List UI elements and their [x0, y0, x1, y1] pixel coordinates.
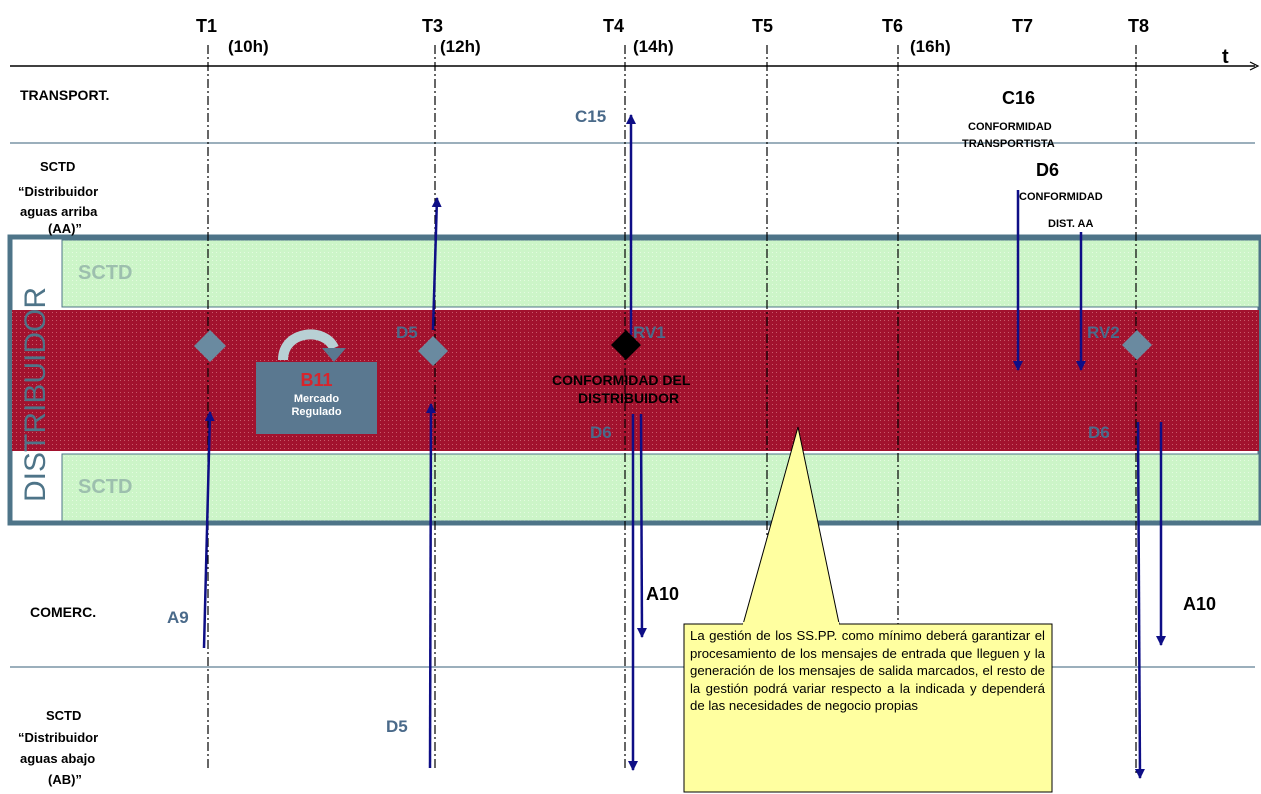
arrow-a10-left: [636, 413, 647, 638]
a10-right-label: A10: [1183, 594, 1216, 614]
callout-seam: [743, 622, 839, 626]
process-box-code: B11: [300, 370, 333, 390]
sctd-bottom-label: SCTD: [78, 476, 132, 498]
event-diamond-rv1: [611, 330, 641, 360]
c16-caption-line2: TRANSPORTISTA: [962, 138, 1055, 150]
event-diamond-rv2: [1122, 330, 1152, 360]
a10-left-label: A10: [646, 584, 679, 604]
marker-t5-label: T5: [752, 16, 773, 36]
sctd-top-label: SCTD: [78, 262, 132, 284]
arrow-d5-bottom: [425, 403, 436, 769]
rv1-label: RV1: [633, 323, 666, 342]
upstream-lane-line2: “Distribuidor: [18, 184, 98, 199]
arrow-a9: [202, 411, 215, 649]
time-axis-arrowhead: [1249, 61, 1260, 71]
downstream-lane-line2: “Distribuidor: [18, 730, 98, 745]
marker-t1-label: T1: [196, 16, 217, 36]
d6-right-label: D6: [1088, 423, 1110, 442]
process-box-subtitle-line2: Regulado: [291, 406, 342, 418]
d6-top-caption-line2: DIST. AA: [1048, 218, 1093, 230]
marker-t4-hour: (14h): [633, 37, 674, 56]
marker-t6-label: T6: [882, 16, 903, 36]
rv2-label: RV2: [1087, 323, 1120, 342]
downstream-lane-line4: (AB)”: [48, 772, 82, 787]
downstream-lane-line1: SCTD: [46, 708, 81, 723]
callout-note: La gestión de los SS.PP. como mínimo deb…: [690, 628, 1045, 713]
marker-t3-label: T3: [422, 16, 443, 36]
arrow-d6-right: [1134, 421, 1145, 779]
sctd-band-bottom: [61, 453, 1260, 522]
c15-label: C15: [575, 107, 606, 126]
upstream-lane-line4: (AA)”: [48, 221, 82, 236]
process-box-subtitle: Mercado Regulado: [256, 393, 377, 419]
marker-t7-label: T7: [1012, 16, 1033, 36]
conformidad-distribuidor-line2: DISTRIBUIDOR: [578, 390, 679, 406]
marker-t4-label: T4: [603, 16, 624, 36]
marker-t1-hour: (10h): [228, 37, 269, 56]
process-box-subtitle-line1: Mercado: [293, 393, 340, 405]
process-box-b11: B11 Mercado Regulado: [256, 362, 377, 434]
d6-top-label: D6: [1036, 160, 1059, 180]
time-axis-label: t: [1222, 46, 1229, 68]
downstream-lane-line3: aguas abajo: [20, 751, 95, 766]
d5-bottom-label: D5: [386, 717, 408, 736]
transport-lane-label: TRANSPORT.: [20, 87, 109, 103]
distributor-lane-label: DISTRIBUIDOR: [19, 287, 52, 502]
upstream-lane-line3: aguas arriba: [20, 204, 98, 219]
conformidad-distribuidor-line1: CONFORMIDAD DEL: [552, 372, 691, 388]
distributor-band: [12, 310, 1259, 451]
marker-t6-hour: (16h): [910, 37, 951, 56]
loop-arrowhead-icon: [322, 348, 346, 362]
d6-left-label: D6: [590, 423, 612, 442]
marker-t3-hour: (12h): [440, 37, 481, 56]
upstream-lane-line1: SCTD: [40, 159, 75, 174]
d5-mid-label: D5: [396, 323, 418, 342]
c16-caption-line1: CONFORMIDAD: [968, 121, 1052, 133]
marker-t8-label: T8: [1128, 16, 1149, 36]
d6-top-caption-line1: CONFORMIDAD: [1019, 191, 1103, 203]
c16-label: C16: [1002, 88, 1035, 108]
a9-label: A9: [167, 608, 189, 627]
event-diamond-d5: [418, 336, 448, 366]
sctd-band-top: [61, 239, 1260, 308]
arrow-d5-upstream: [431, 197, 442, 331]
callout-box: [683, 623, 1053, 793]
comerc-lane-label: COMERC.: [30, 604, 96, 620]
event-diamond-t1: [194, 330, 226, 362]
loop-arrow-icon: [278, 329, 339, 361]
